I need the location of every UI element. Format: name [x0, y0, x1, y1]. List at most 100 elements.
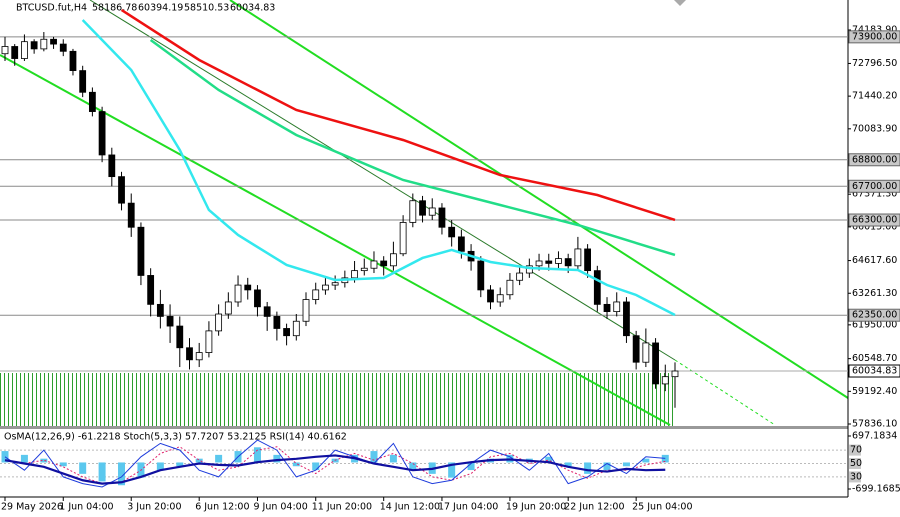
- y-tick-label: 70083.90: [852, 123, 897, 134]
- y-tick-label: 67371.30: [852, 189, 897, 200]
- candle-body: [88, 91, 96, 112]
- candle-body: [593, 270, 601, 305]
- candle-body: [59, 43, 67, 52]
- osma-bar: [195, 458, 203, 463]
- osma-bar: [661, 454, 669, 463]
- candle-body: [370, 260, 378, 269]
- y-tick-label: 71440.20: [852, 91, 897, 102]
- candle-body: [263, 306, 271, 317]
- x-tick-label: 1 Jun 04:00: [59, 502, 113, 513]
- candle-body: [302, 299, 310, 322]
- shift-marker: [674, 0, 686, 6]
- candle-body: [380, 260, 388, 267]
- level-box: [848, 179, 900, 193]
- candle-body: [98, 111, 106, 156]
- x-tick-label: 19 Jun 20:00: [506, 502, 566, 513]
- moving-average: [149, 39, 676, 257]
- candle-body: [487, 289, 494, 303]
- level-label: 62350.00: [852, 310, 897, 321]
- candle-body: [448, 226, 456, 238]
- osma-bar: [584, 462, 592, 474]
- candle-body: [477, 260, 485, 291]
- candle-body: [584, 248, 591, 272]
- candle-body: [11, 46, 19, 59]
- level-label: 68800.00: [852, 154, 897, 165]
- x-tick-label: 9 Jun 04:00: [253, 502, 307, 513]
- osc-tick-label: 30: [850, 471, 862, 482]
- x-tick-label: 25 Jun 04:00: [632, 502, 692, 513]
- candle-body: [351, 270, 358, 279]
- level-label: 67700.00: [852, 181, 897, 192]
- osma-bar: [118, 462, 126, 486]
- candle-body: [671, 370, 679, 378]
- level-box: [848, 213, 900, 227]
- trend-line: [674, 359, 776, 426]
- level-box: [848, 30, 900, 44]
- candle-body: [438, 207, 446, 228]
- candle-body: [623, 301, 630, 337]
- osma-bar: [545, 456, 553, 463]
- y-tick-label: 74183.90: [852, 25, 897, 36]
- osma-bar: [98, 462, 106, 482]
- indicator-title: OsMA(12,26,9) -61.2218 Stoch(5,3,3) 57.7…: [4, 432, 347, 443]
- candle-body: [457, 236, 465, 252]
- x-tick-label: 3 Jun 20:00: [127, 502, 181, 513]
- header-ohlc: 60034.83: [230, 3, 275, 14]
- x-tick-label: 17 Jun 04:00: [438, 502, 498, 513]
- candle-body: [331, 282, 339, 286]
- candle-body: [603, 303, 611, 313]
- candle-body: [147, 275, 155, 305]
- candle-body: [205, 330, 213, 353]
- candle-body: [186, 347, 193, 361]
- candle-body: [574, 248, 582, 267]
- candle-body: [30, 41, 38, 50]
- x-tick-label: 22 Jun 12:00: [564, 502, 624, 513]
- candle-body: [118, 176, 125, 204]
- osma-bar: [312, 462, 320, 471]
- candle-body: [234, 284, 242, 303]
- candle-body: [496, 294, 504, 303]
- osc-tick-label: 50: [850, 458, 862, 469]
- candle-body: [555, 258, 562, 264]
- x-tick-label: 29 May 2026: [1, 502, 63, 513]
- candle-body: [409, 200, 417, 223]
- osma-bar: [176, 462, 184, 467]
- candle-body: [40, 38, 48, 50]
- osc-tick-label: 70: [850, 445, 862, 456]
- volume-histogram: [0, 373, 676, 427]
- candle-body: [399, 222, 407, 255]
- moving-average: [81, 19, 676, 317]
- candle-body: [156, 303, 164, 317]
- last-price-label: 60034.83: [852, 366, 897, 377]
- osc-box: [849, 458, 861, 469]
- trend-line: [0, 54, 671, 426]
- candle-body: [254, 289, 261, 308]
- candle-body: [419, 200, 426, 216]
- osma-bar: [40, 458, 48, 463]
- candle-body: [224, 301, 232, 315]
- candle-body: [283, 328, 290, 337]
- rsi: [4, 454, 666, 485]
- header-ohlc: 60394.19: [138, 3, 183, 14]
- osma-bar: [603, 462, 611, 471]
- osma-tick-label: 697.1834: [852, 431, 897, 442]
- y-tick-label: 59192.40: [852, 386, 897, 397]
- candle-body: [215, 313, 223, 332]
- last-price-box: [848, 364, 900, 378]
- candle-body: [21, 41, 28, 59]
- candle-body: [360, 267, 368, 272]
- osma-bar: [20, 454, 28, 463]
- osma-bar: [467, 462, 475, 471]
- candle-body: [389, 253, 397, 267]
- candle-body: [613, 301, 621, 313]
- y-tick-label: 72796.50: [852, 58, 897, 69]
- y-tick-label: 63261.30: [852, 288, 897, 299]
- osma-bar: [448, 462, 456, 478]
- x-tick-label: 6 Jun 12:00: [195, 502, 249, 513]
- candle-body: [50, 38, 57, 45]
- osma-bar: [564, 462, 572, 467]
- symbol: BTCUSD.fut,H4: [16, 3, 87, 14]
- stoch-signal: [4, 446, 666, 485]
- x-tick-label: 14 Jun 12:00: [380, 502, 440, 513]
